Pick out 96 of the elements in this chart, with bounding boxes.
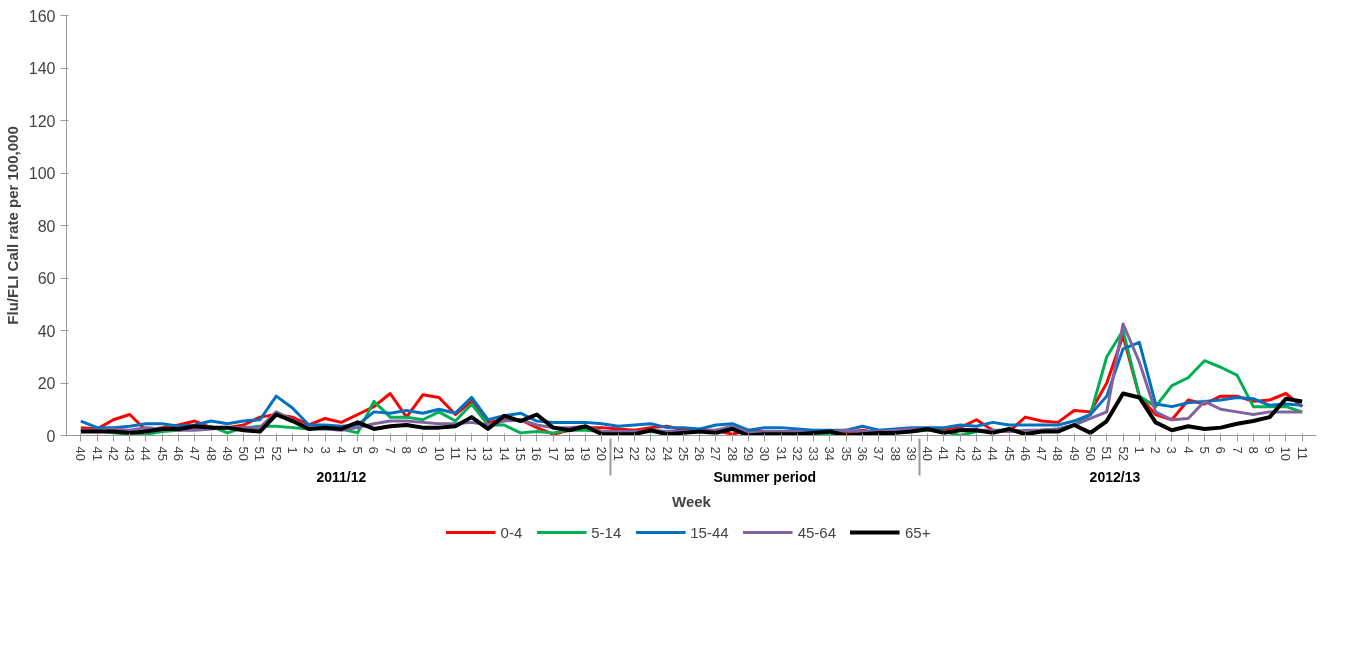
x-tick-label: 47 (187, 446, 203, 461)
x-tick-label: 51 (1099, 446, 1115, 461)
legend-label: 45-64 (797, 523, 837, 541)
x-tick-label: 22 (627, 446, 642, 461)
x-tick-label: 40 (920, 446, 936, 461)
x-tick-label: 3 (317, 446, 333, 454)
x-tick-label: 27 (708, 446, 724, 461)
x-tick-label: 4 (333, 446, 349, 454)
y-tick-label: 160 (28, 7, 56, 25)
x-tick-label: 28 (724, 446, 740, 461)
x-tick-label: 14 (496, 446, 512, 461)
x-tick-label: 48 (203, 446, 219, 461)
x-tick-label: 38 (887, 446, 903, 461)
x-tick-label: 30 (757, 446, 773, 461)
x-tick-label: 46 (1017, 446, 1033, 461)
x-tick-label: 42 (105, 446, 121, 461)
text: 2011/12 (316, 468, 367, 485)
x-tick-label: 37 (871, 446, 887, 461)
x-tick-label: 5 (350, 446, 366, 454)
x-tick-label: 16 (529, 446, 545, 461)
x-tick-label: 34 (822, 446, 838, 461)
x-tick-label: 4 (1180, 446, 1196, 454)
y-tick-label: 120 (28, 112, 56, 130)
x-tick-label: 33 (806, 446, 822, 461)
x-tick-label: 52 (268, 446, 284, 461)
x-tick-label: 2 (1148, 446, 1164, 454)
x-tick-label: 10 (1278, 446, 1294, 461)
x-tick-label: 26 (692, 446, 708, 461)
y-tick-label: 60 (37, 270, 56, 287)
y-tick-label: 20 (37, 375, 56, 392)
text: 2012/13 (1089, 468, 1141, 485)
x-tick-label: 17 (545, 446, 561, 461)
x-tick-label: 15 (513, 446, 529, 461)
y-axis-title: Flu/FLI Call rate per 100,000 (3, 126, 21, 325)
x-tick-label: 7 (1229, 446, 1245, 454)
x-tick-label: 46 (171, 446, 187, 461)
legend-label: 0-4 (500, 523, 523, 541)
legend-label: 15-44 (690, 523, 729, 541)
x-tick-label: 11 (447, 446, 463, 460)
x-tick-label: 49 (219, 446, 235, 461)
x-tick-label: 21 (610, 446, 626, 461)
x-tick-label: 11 (1294, 446, 1310, 460)
x-axis-title: Week (672, 492, 712, 510)
x-tick-label: 45 (1001, 446, 1017, 461)
x-tick-label: 44 (985, 446, 1001, 461)
x-tick-label: 44 (138, 446, 154, 461)
line-series (78, 391, 1305, 436)
x-tick-label: 10 (431, 446, 447, 461)
x-tick-label: 43 (968, 446, 984, 461)
x-tick-label: 39 (903, 446, 919, 461)
x-tick-label: 35 (838, 446, 854, 461)
x-tick-label: 52 (1115, 446, 1131, 461)
x-tick-label: 36 (854, 446, 870, 461)
x-tick-label: 6 (366, 446, 382, 454)
y-tick-label: 140 (28, 60, 56, 77)
x-tick-label: 13 (480, 446, 496, 461)
x-tick-label: 18 (561, 446, 577, 461)
x-tick-label: 3 (1164, 446, 1180, 454)
x-tick-label: 49 (1066, 446, 1082, 461)
x-tick-label: 41 (89, 446, 105, 461)
x-tick-label: 50 (236, 446, 252, 461)
x-tick-label: 19 (578, 446, 594, 461)
x-tick-label: 8 (1245, 446, 1261, 454)
x-tick-label: 45 (154, 446, 170, 461)
y-tick-label: 40 (37, 322, 56, 340)
text: Summer period (713, 468, 817, 485)
y-tick-label: 100 (28, 165, 56, 182)
legend-label: 65+ (905, 523, 931, 541)
legend-label: 5-14 (591, 523, 622, 541)
x-tick-label: 5 (1196, 446, 1212, 454)
x-tick-label: 51 (252, 446, 268, 461)
x-tick-label: 41 (936, 446, 952, 461)
x-tick-label: 2 (301, 446, 317, 454)
x-tick-label: 1 (1131, 446, 1147, 454)
x-tick-label: 43 (122, 446, 138, 461)
x-tick-label: 1 (285, 446, 301, 454)
x-tick-label: 23 (643, 446, 659, 461)
x-tick-label: 12 (464, 446, 480, 461)
x-tick-label: 31 (773, 446, 789, 461)
x-tick-label: 32 (789, 446, 805, 461)
x-tick-label: 24 (659, 446, 675, 461)
x-tick-label: 29 (741, 446, 756, 461)
x-tick-label: 47 (1034, 446, 1050, 461)
y-tick-label: 0 (46, 427, 56, 445)
x-tick-label: 42 (952, 446, 968, 461)
x-tick-label: 9 (415, 446, 431, 454)
x-tick-label: 50 (1082, 446, 1098, 461)
x-tick-label: 25 (675, 446, 691, 461)
x-tick-label: 8 (399, 446, 415, 454)
x-tick-label: 7 (382, 446, 398, 454)
x-tick-label: 40 (73, 446, 89, 461)
x-tick-label: 20 (594, 446, 610, 461)
x-tick-label: 6 (1213, 446, 1229, 454)
x-tick-label: 9 (1262, 446, 1278, 454)
y-tick-label: 80 (37, 217, 56, 235)
x-tick-label: 48 (1050, 446, 1066, 461)
